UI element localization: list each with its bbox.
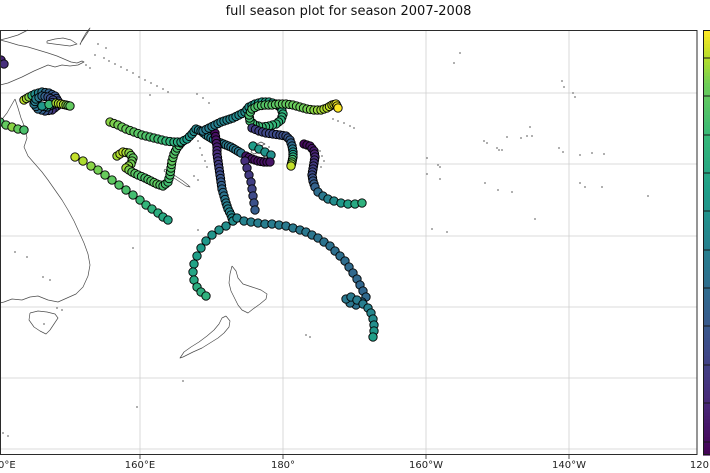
- plot-title: full season plot for season 2007-2008: [225, 4, 472, 19]
- storm-track-indigo-under-loop: [247, 123, 298, 171]
- storm-track-png-dark-pair: [0, 55, 9, 69]
- x-tick-label: 180°: [271, 460, 295, 471]
- storm-tracks: [0, 55, 379, 342]
- storm-track-junction-green: [248, 141, 276, 160]
- gridlines: [0, 30, 697, 455]
- colorbar: [703, 30, 710, 456]
- storm-track-hook-track-upper: [299, 139, 320, 192]
- storm-track-coral-sea-loop: [19, 87, 75, 116]
- x-axis: 0°E 160°E 180° 160°W 140°W 120: [0, 455, 709, 471]
- coastline-cape-york-west: [0, 98, 16, 122]
- x-tick-label: 120: [690, 460, 709, 471]
- coastline-new-ireland: [79, 27, 91, 46]
- coastline-new-guinea: [0, 29, 85, 86]
- plot-border: [0, 30, 698, 455]
- storm-track-junction-dark: [241, 151, 275, 167]
- coastline-new-britain: [46, 37, 78, 47]
- storm-track-queensland-zigzag: [112, 138, 186, 191]
- storm-track-southwest-arc: [188, 216, 238, 301]
- coastline-nz-south-island: [179, 315, 231, 359]
- storm-track-indigo-vertical: [240, 156, 260, 215]
- x-tick-label: 140°W: [552, 460, 586, 471]
- storm-track-southeast-track: [232, 213, 379, 342]
- island-specks: [2, 43, 649, 437]
- x-tick-label: 160°E: [125, 460, 155, 471]
- x-tick-label: 0°E: [0, 460, 16, 471]
- coastline-nz-north-island: [228, 265, 268, 314]
- storm-track-left-edge-chain: [0, 117, 29, 135]
- x-tick-label: 160°W: [409, 460, 443, 471]
- coastline-australia-east: [0, 98, 91, 304]
- storm-track-tasman-diagonal: [70, 152, 173, 225]
- storm-track-fiji-loop-track: [198, 97, 343, 136]
- storm-track-central-vertical: [210, 128, 238, 226]
- storm-track-hook-track-tail: [313, 187, 367, 209]
- coastline-tasmania: [28, 310, 59, 335]
